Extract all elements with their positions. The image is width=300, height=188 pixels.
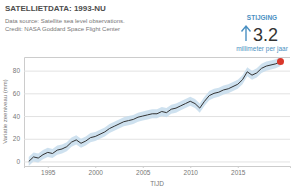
y-axis-title: Variatie zeeniveau (mm): [2, 79, 8, 144]
grid-line: [24, 139, 290, 140]
chart: SATELLIETDATA: 1993-NU Data source: Satel…: [0, 0, 300, 188]
y-axis-line: [25, 58, 291, 167]
title: SATELLIETDATA: 1993-NU: [5, 4, 106, 13]
annotation-label: STIJGING: [247, 14, 277, 21]
x-tick: 2000: [89, 166, 104, 176]
x-tick: 2005: [136, 166, 151, 176]
x-tick-label: 2015: [231, 169, 246, 176]
x-axis: 1995 2000 2005 2010 2015: [25, 166, 291, 176]
end-marker: [277, 58, 284, 65]
subtitle: Credit: NASA Goddard Space Flight Center: [5, 26, 120, 32]
y-tick-label: 40: [13, 113, 21, 120]
y-tick-label: 20: [13, 135, 21, 142]
y-tick: 60: [13, 90, 290, 97]
y-tick-label: 0: [16, 158, 20, 165]
x-tick-label: 2010: [184, 169, 199, 176]
y-tick: 0: [16, 158, 290, 165]
subtitle: Data source: Satellite sea level observa…: [5, 18, 125, 24]
x-tick-label: 1995: [41, 169, 56, 176]
marks: [29, 57, 284, 166]
y-tick-label: 80: [13, 67, 21, 74]
x-tick-label: 2005: [136, 169, 151, 176]
y-axis: 0 20 40 60 80: [13, 58, 290, 167]
x-axis-line: [25, 167, 291, 169]
uncertainty-band: [29, 57, 281, 166]
x-tick: 2015: [231, 166, 246, 176]
grid-line: [24, 161, 290, 162]
annotation-unit: millimeter per jaar: [236, 45, 288, 53]
annotation-value: 3.2: [253, 25, 278, 45]
plot: 0 20 40 60 80 1995 2000 2005 2010 2015: [13, 57, 291, 176]
grid-line: [24, 93, 290, 94]
y-tick-label: 60: [13, 90, 21, 97]
line: [29, 62, 281, 162]
x-tick-label: 2000: [89, 169, 104, 176]
x-axis-title: TIJD: [150, 180, 164, 187]
y-tick: 20: [13, 135, 290, 142]
x-tick: 1995: [41, 166, 56, 176]
x-tick: 2010: [184, 166, 199, 176]
arrow-icon: [242, 26, 251, 41]
